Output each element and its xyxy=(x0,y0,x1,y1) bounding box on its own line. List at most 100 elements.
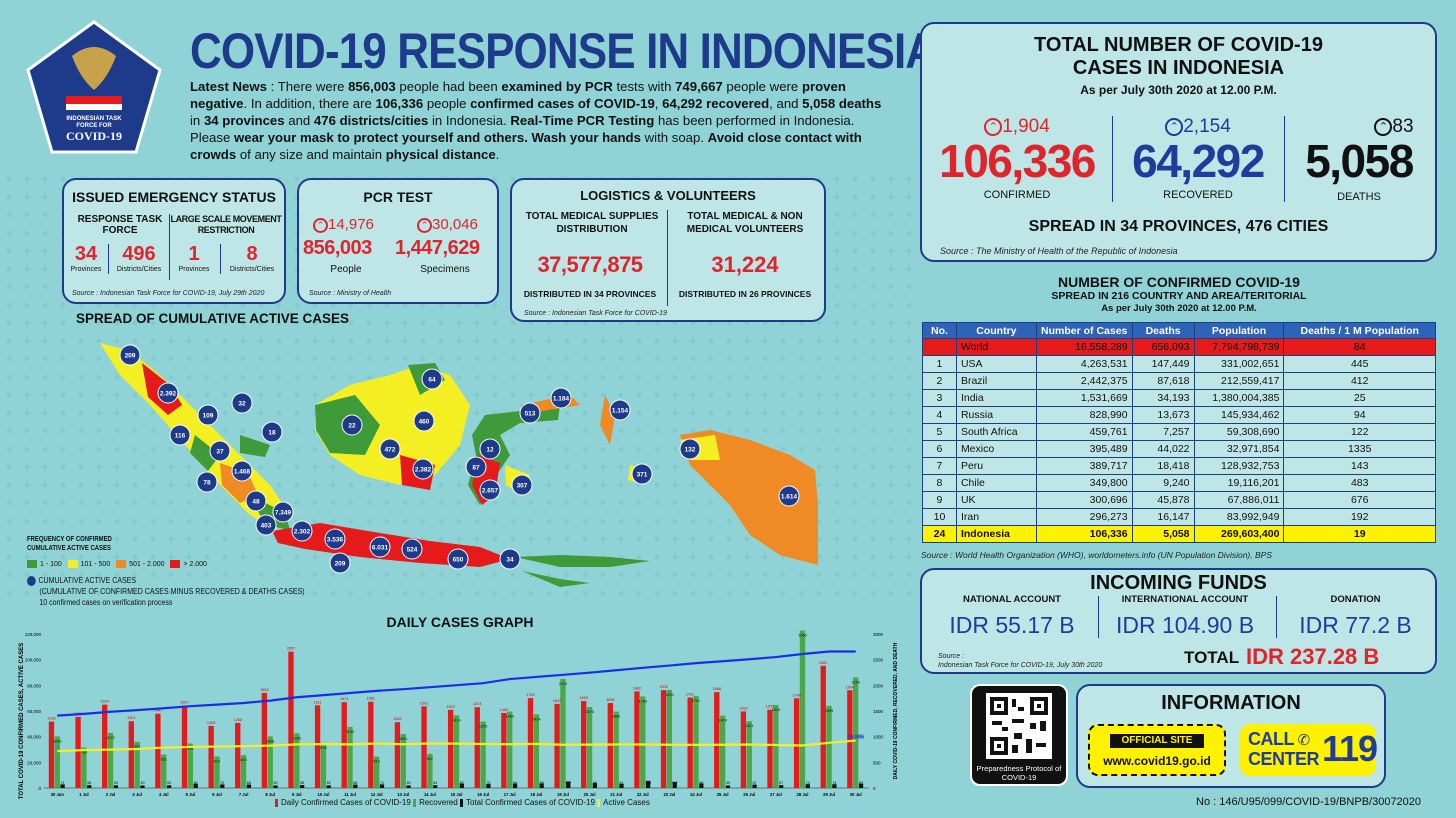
legend-item: 101 - 500 xyxy=(67,560,111,568)
x-tick-label: 11 Jul xyxy=(344,792,356,797)
map-bubble-label: 1.614 xyxy=(781,494,798,501)
map-bubble xyxy=(119,344,141,366)
death-bar xyxy=(592,783,598,788)
map-bubble-label: 307 xyxy=(517,483,528,490)
recovered-label: 2123 xyxy=(559,682,567,686)
recovered-label: 1072 xyxy=(106,736,114,740)
daily-confirmed-bar xyxy=(368,701,374,788)
daily-confirmed-label: 1655 xyxy=(606,698,614,702)
left-tick-label: 40,000 xyxy=(27,735,41,740)
map-bubble-label: 64 xyxy=(428,377,436,384)
daily-confirmed-bar xyxy=(740,711,747,788)
table-cell: 34,193 xyxy=(1131,389,1195,407)
table-cell: 24 xyxy=(922,525,957,543)
daily-confirmed-label: 1301 xyxy=(127,716,135,720)
call-center-button[interactable]: CALL ✆ CENTER 119 xyxy=(1240,724,1378,776)
map-bubble-label: 78 xyxy=(203,480,211,487)
recovered-bar xyxy=(400,734,406,788)
recovered-label: 613 xyxy=(373,760,379,764)
map-bubble-label: 524 xyxy=(407,547,418,554)
map-bubble-label: 22 xyxy=(348,423,356,430)
death-label: 139 xyxy=(645,781,651,785)
recovered-bar xyxy=(666,690,673,788)
news-bold: Real-Time PCR Testing xyxy=(510,113,655,128)
official-site-button[interactable]: OFFICIAL SITE www.covid19.go.id xyxy=(1088,724,1226,776)
table-row: 24 Indonesia 106,336 5,058 269,603,400 19 xyxy=(922,525,1436,543)
death-label: 96 xyxy=(593,781,597,785)
daily-confirmed-bar xyxy=(155,713,161,788)
daily-confirmed-bar xyxy=(288,651,294,788)
pcr-spec-label: Specimens xyxy=(420,264,470,275)
recovered-bar xyxy=(693,696,699,788)
news-text: and xyxy=(284,113,314,128)
left-tick-label: 20,000 xyxy=(27,760,41,765)
legend-label: 101 - 500 xyxy=(80,560,111,568)
x-tick-label: 16 Jul xyxy=(477,792,489,797)
table-cell: 389,717 xyxy=(1035,457,1133,475)
response-task-force-label: RESPONSE TASK FORCE xyxy=(77,214,163,236)
spread-provinces: SPREAD IN 34 PROVINCES, 476 CITIES xyxy=(1028,218,1329,235)
up-arrow-icon: ⌃ xyxy=(1165,118,1184,136)
call-number[interactable]: 119 xyxy=(1322,728,1378,769)
emergency-title: ISSUED EMERGENCY STATUS xyxy=(72,189,276,205)
official-site-url[interactable]: www.covid19.go.id xyxy=(1103,754,1211,768)
right-tick-label: 2500 xyxy=(873,658,884,663)
daily-confirmed-bar xyxy=(501,712,507,788)
death-label: 71 xyxy=(61,781,65,785)
logo-line-3: COVID-19 xyxy=(66,129,122,143)
table-cell: Peru xyxy=(955,457,1037,475)
death-label: 49 xyxy=(140,781,144,785)
x-tick-label: 24 Jul xyxy=(690,792,702,797)
daily-confirmed-label: 1681 xyxy=(367,697,375,701)
x-tick-label: 30 Jun xyxy=(51,792,65,797)
death-label: 50 xyxy=(407,781,411,785)
y2-axis-title: DAILY COVID-19 CONFIRMED, RECOVERED, AND… xyxy=(893,642,899,779)
death-bar xyxy=(166,785,172,788)
recovered-bar xyxy=(507,711,513,788)
map-bubble-label: 371 xyxy=(637,472,648,479)
totals-title-1: TOTAL NUMBER OF COVID-19 xyxy=(1034,34,1323,56)
table-cell: Indonesia xyxy=(955,525,1037,543)
table-cell: 192 xyxy=(1283,508,1436,526)
table-cell: 83,992,949 xyxy=(1193,508,1285,526)
legend-label: 501 - 2.000 xyxy=(129,560,165,568)
totals-title-2: CASES IN INDONESIA xyxy=(1072,57,1285,79)
daily-confirmed-bar xyxy=(75,716,81,788)
up-arrow-icon: ⌃ xyxy=(417,218,432,233)
latest-news: Latest News : There were 856,003 people … xyxy=(190,78,890,163)
table-header: Deaths xyxy=(1131,322,1195,339)
table-cell: 128,932,753 xyxy=(1193,457,1285,475)
table-cell: 269,603,400 xyxy=(1193,525,1285,543)
death-bar xyxy=(246,784,252,788)
daily-confirmed-bar xyxy=(261,692,268,788)
recovered-label: 1409 xyxy=(718,719,726,723)
table-cell: 2,442,375 xyxy=(1035,372,1133,390)
national-value: IDR 55.17 B xyxy=(949,612,1075,638)
death-label: 49 xyxy=(726,781,730,785)
right-tick-label: 500 xyxy=(873,760,881,765)
funds-source: Source : Indonesian Task Force for COVID… xyxy=(938,652,1102,670)
daily-confirmed-label: 2381 xyxy=(819,661,827,665)
recovered-bar xyxy=(161,754,167,788)
international-label: INTERNATIONAL ACCOUNT xyxy=(1121,594,1249,605)
death-bar xyxy=(406,785,411,788)
map-bubble xyxy=(413,410,435,432)
table-cell: 6 xyxy=(922,440,957,458)
chart-legend-item: Total Confirmed Cases of COVID-19 xyxy=(459,798,595,807)
recovered-bar xyxy=(240,755,247,788)
table-cell: 84 xyxy=(1283,338,1436,356)
table-header: Population xyxy=(1193,322,1285,339)
recovered-bar xyxy=(54,736,60,788)
recovered-label: 1301 xyxy=(745,724,753,728)
news-bold: wear your mask to protect yourself and o… xyxy=(234,130,641,145)
map-bubble-label: 2.382 xyxy=(415,467,432,474)
recovered-bar xyxy=(107,732,114,788)
table-row: 10 Iran 296,273 16,147 83,992,949 192 xyxy=(922,508,1436,526)
death-label: 82 xyxy=(194,781,198,785)
table-header: Deaths / 1 M Population xyxy=(1283,322,1436,339)
daily-confirmed-bar xyxy=(208,725,214,788)
recovered-bar xyxy=(453,715,460,788)
table-cell: 1,531,669 xyxy=(1035,389,1133,407)
qr-card[interactable]: Preparedness Protocol of COVID-19 xyxy=(970,684,1068,786)
recovered-label: 1576 xyxy=(585,710,593,714)
